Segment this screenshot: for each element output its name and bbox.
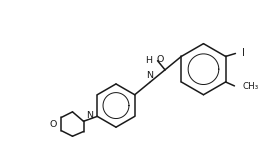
Text: N: N xyxy=(146,71,153,80)
Text: H: H xyxy=(145,56,152,65)
Text: O: O xyxy=(49,120,57,128)
Text: I: I xyxy=(242,48,245,58)
Text: N: N xyxy=(86,111,93,120)
Text: O: O xyxy=(157,55,164,64)
Text: CH₃: CH₃ xyxy=(242,82,259,91)
